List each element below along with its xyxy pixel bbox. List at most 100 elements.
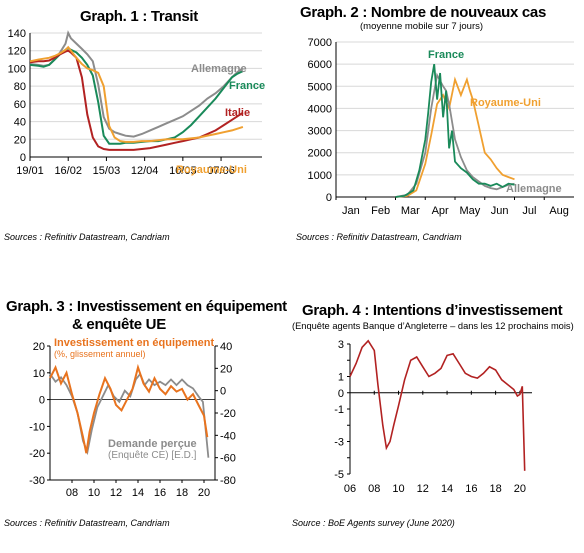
x-tick-label: 18 — [489, 483, 501, 495]
y2-tick-label: 40 — [220, 341, 232, 353]
y-tick-label: 6000 — [308, 59, 332, 71]
x-tick-label: 06 — [344, 483, 356, 495]
y-tick-label: 1 — [338, 372, 344, 384]
y-tick-label: -5 — [334, 469, 344, 481]
series-line-allemagne — [29, 30, 244, 138]
x-tick-label: Feb — [371, 205, 390, 217]
x-tick-label: 16 — [154, 487, 166, 499]
y-tick-label: 20 — [33, 341, 45, 353]
chart-4-plot: -5 -3 -1 1 3 0 06 08 10 12 14 16 18 20 — [334, 339, 532, 495]
chart-4-source: Source : BoE Agents survey (June 2020) — [292, 518, 455, 528]
y-tick-label: 0 — [20, 152, 26, 164]
x-tick-label: Jul — [522, 205, 536, 217]
y-tick-label: -3 — [334, 437, 344, 449]
series-label-glissement-annuel: (%, glissement annuel) — [54, 349, 146, 359]
chart-panel-1: Graph. 1 : Transit 0 20 40 60 80 100 120 140 19/… — [0, 0, 292, 250]
chart-2-source: Sources : Refinitiv Datastream, Candriam — [296, 232, 462, 242]
x-tick-label: 20 — [198, 487, 210, 499]
x-tick-label: 19/01 — [16, 165, 44, 177]
x-tick-label: 16/02 — [54, 165, 82, 177]
y2-tick-label: -60 — [220, 453, 236, 465]
x-tick-label: 10 — [88, 487, 100, 499]
y-tick-label: -1 — [334, 404, 344, 416]
chart-2-title: Graph. 2 : Nombre de nouveaux cas — [300, 4, 547, 21]
series-line-france — [395, 63, 515, 198]
x-tick-label: 12 — [417, 483, 429, 495]
chart-2-subtitle: (moyenne mobile sur 7 jours) — [360, 21, 484, 32]
chart-3-plot: -30 -20 -10 0 10 20 -80 -60 -40 -20 0 20 40 08 10 12 14 1… — [29, 338, 236, 499]
y-tick-label: -20 — [29, 448, 45, 460]
y-tick-label: -30 — [29, 475, 45, 487]
chart-3-source: Sources : Refinitiv Datastream, Candriam — [4, 518, 170, 528]
chart-3-title-line2: & enquête UE — [72, 316, 166, 333]
y2-tick-label: -80 — [220, 475, 236, 487]
x-tick-label: Jan — [342, 205, 360, 217]
y-tick-label: 4000 — [308, 103, 332, 115]
series-label-italie: Italie — [225, 107, 250, 119]
chart-panel-2: Graph. 2 : Nombre de nouveaux cas (moyen… — [292, 0, 584, 250]
y-tick-label: -10 — [29, 421, 45, 433]
x-tick-label: May — [459, 205, 480, 217]
y-tick-label: 100 — [8, 63, 26, 75]
series-line-royaume-uni — [395, 76, 515, 198]
series-label-france: France — [428, 49, 464, 61]
series-line-intentions — [349, 339, 526, 471]
y2-tick-label: -40 — [220, 430, 236, 442]
y-tick-label: 10 — [33, 368, 45, 380]
x-tick-label: Mar — [401, 205, 420, 217]
x-tick-label: 07/06 — [207, 165, 235, 177]
y2-tick-label: 20 — [220, 363, 232, 375]
y-tick-label: 0 — [39, 395, 45, 407]
y-tick-label: 120 — [8, 46, 26, 58]
x-tick-label: 08 — [368, 483, 380, 495]
y-tick-label: 5000 — [308, 81, 332, 93]
y-tick-label: 0 — [338, 388, 344, 400]
x-tick-label: 10 — [392, 483, 404, 495]
chart-1-source: Sources : Refinitiv Datastream, Candriam — [4, 232, 170, 242]
y-tick-label: 20 — [14, 134, 26, 146]
x-tick-label: 16 — [465, 483, 477, 495]
series-line-investissement — [49, 363, 209, 454]
chart-4-subtitle: (Enquête agents Banque d’Angleterre – da… — [292, 321, 574, 331]
series-label-demande-per-ue: Demande perçue — [108, 438, 197, 450]
x-tick-label: 08 — [66, 487, 78, 499]
chart-panel-3: Graph. 3 : Investissement en équipement … — [0, 292, 292, 553]
y-tick-label: 2000 — [308, 148, 332, 160]
x-tick-label: 15/03 — [93, 165, 121, 177]
chart-1-title: Graph. 1 : Transit — [80, 8, 198, 25]
chart-panel-4: Graph. 4 : Intentions d’investissement (… — [292, 292, 584, 553]
y2-tick-label: -20 — [220, 408, 236, 420]
x-tick-label: 14 — [132, 487, 144, 499]
series-label-enqu-te-ce-e-d: (Enquête CE) [E.D.] — [108, 450, 197, 461]
series-label-investissement-en-quipement: Investissement en équipement — [54, 338, 214, 349]
series-label-allemagne: Allemagne — [191, 63, 247, 75]
y2-tick-label: 0 — [220, 386, 226, 398]
x-tick-label: 12/04 — [131, 165, 159, 177]
y-tick-label: 140 — [8, 28, 26, 40]
chart-2-plot: 0 1000 2000 3000 4000 5000 6000 7000 Jan Feb Mar Ap… — [308, 37, 574, 217]
series-label-france: France — [229, 80, 265, 92]
x-tick-label: 12 — [110, 487, 122, 499]
series-line-royaume-uni — [29, 45, 244, 143]
series-label-royaume-uni: Royaume-Uni — [176, 164, 247, 176]
y-tick-label: 3 — [338, 339, 344, 351]
y-tick-label: 3000 — [308, 126, 332, 138]
y-tick-label: 40 — [14, 117, 26, 129]
chart-3-title: Graph. 3 : Investissement en équipement — [6, 298, 287, 315]
y-tick-label: 0 — [326, 192, 332, 204]
x-tick-label: Jun — [491, 205, 509, 217]
x-tick-label: 10/05 — [169, 165, 197, 177]
y-tick-label: 80 — [14, 81, 26, 93]
x-tick-label: Aug — [549, 205, 569, 217]
x-tick-label: 18 — [176, 487, 188, 499]
x-tick-label: Apr — [432, 205, 449, 217]
series-label-allemagne: Allemagne — [506, 183, 562, 195]
x-tick-label: 20 — [514, 483, 526, 495]
y-tick-label: 7000 — [308, 37, 332, 49]
y-tick-label: 60 — [14, 99, 26, 111]
chart-4-title: Graph. 4 : Intentions d’investissement — [302, 302, 563, 319]
chart-1-plot: 0 20 40 60 80 100 120 140 19/01 16/02 15/03 12/04 10… — [8, 28, 265, 177]
x-tick-label: 14 — [441, 483, 453, 495]
y-tick-label: 1000 — [308, 170, 332, 182]
series-line-allemagne — [395, 72, 515, 198]
